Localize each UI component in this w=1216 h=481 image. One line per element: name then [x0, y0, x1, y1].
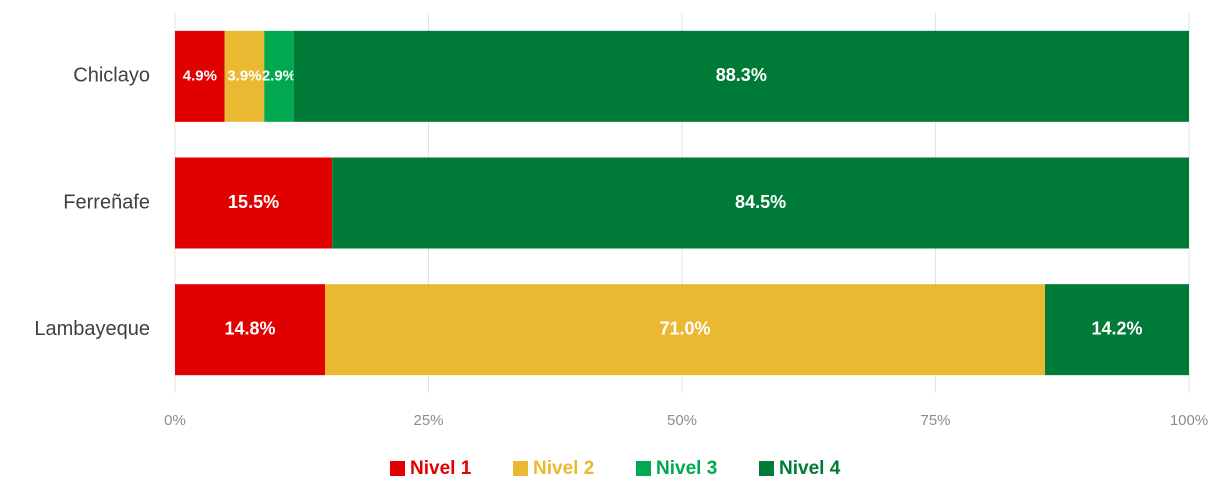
x-tick-label: 0%	[164, 412, 186, 429]
legend-swatch	[759, 461, 774, 476]
legend-swatch	[390, 461, 405, 476]
value-label: 14.2%	[1091, 318, 1142, 338]
x-tick-label: 50%	[667, 412, 697, 429]
legend-label: Nivel 3	[656, 458, 717, 479]
legend-label: Nivel 4	[779, 458, 841, 479]
x-tick-label: 75%	[920, 412, 950, 429]
value-label: 71.0%	[660, 318, 711, 338]
x-tick-label: 25%	[413, 412, 443, 429]
legend-swatch	[636, 461, 651, 476]
value-label: 2.9%	[262, 67, 296, 84]
legend-label: Nivel 2	[533, 458, 594, 479]
bar-segment	[264, 30, 294, 122]
bar-segment	[293, 30, 1189, 122]
bar-segment	[175, 284, 326, 376]
category-label: Ferreñafe	[63, 191, 150, 213]
value-label: 3.9%	[227, 67, 261, 84]
value-label: 14.8%	[225, 318, 276, 338]
bar-segment	[325, 284, 1046, 376]
category-label: Lambayeque	[34, 318, 150, 340]
bar-segment	[1045, 284, 1189, 376]
value-label: 4.9%	[183, 67, 217, 84]
bar-segment	[175, 30, 225, 122]
legend-label: Nivel 1	[410, 458, 472, 479]
value-label: 84.5%	[735, 192, 786, 212]
bar-segment	[332, 157, 1189, 249]
x-tick-label: 100%	[1170, 412, 1208, 429]
legend-swatch	[513, 461, 528, 476]
category-label: Chiclayo	[73, 65, 150, 87]
value-label: 15.5%	[228, 192, 279, 212]
bar-segment	[175, 157, 333, 249]
bar-segment	[224, 30, 265, 122]
value-label: 88.3%	[716, 65, 767, 85]
